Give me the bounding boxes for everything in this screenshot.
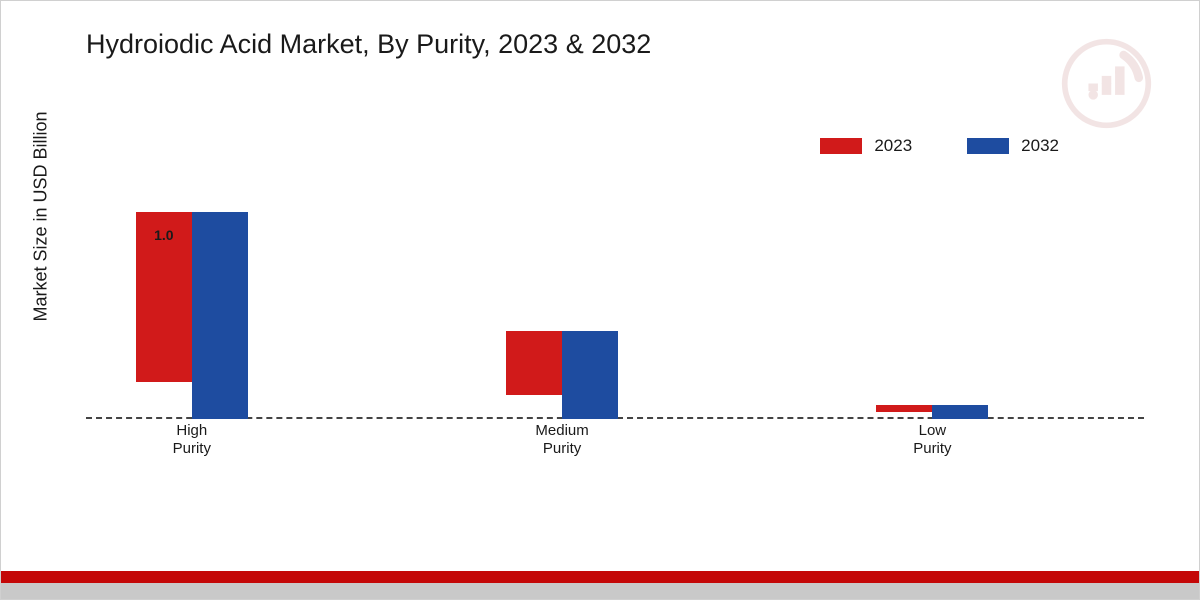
legend-swatch-2023	[820, 138, 862, 154]
bar-2023	[506, 331, 562, 396]
x-axis-category-label: HighPurity	[92, 422, 292, 460]
chart-title: Hydroiodic Acid Market, By Purity, 2023 …	[86, 29, 651, 60]
watermark-logo-icon	[1059, 36, 1154, 131]
legend-label-2032: 2032	[1021, 136, 1059, 156]
legend-label-2023: 2023	[874, 136, 912, 156]
legend-swatch-2032	[967, 138, 1009, 154]
bar-value-label: 1.0	[154, 227, 173, 243]
y-axis-label: Market Size in USD Billion	[31, 111, 52, 321]
legend-item-2032: 2032	[967, 136, 1059, 156]
bar-group	[92, 212, 292, 419]
bar-2023	[876, 405, 932, 412]
x-axis-category-label: MediumPurity	[462, 422, 662, 460]
bar-group	[832, 405, 1032, 419]
bar-group	[462, 331, 662, 419]
bar-2032	[932, 405, 988, 419]
x-axis-category-label: LowPurity	[832, 422, 1032, 460]
footer-bar-grey	[1, 583, 1199, 599]
legend-item-2023: 2023	[820, 136, 912, 156]
bar-2032	[192, 212, 248, 419]
chart-container: Hydroiodic Acid Market, By Purity, 2023 …	[0, 0, 1200, 600]
legend: 2023 2032	[820, 136, 1059, 156]
bar-2032	[562, 331, 618, 419]
footer-bar-red	[1, 571, 1199, 583]
plot-area: HighPurity 1.0 MediumPurity LowPurity	[86, 181, 1144, 459]
